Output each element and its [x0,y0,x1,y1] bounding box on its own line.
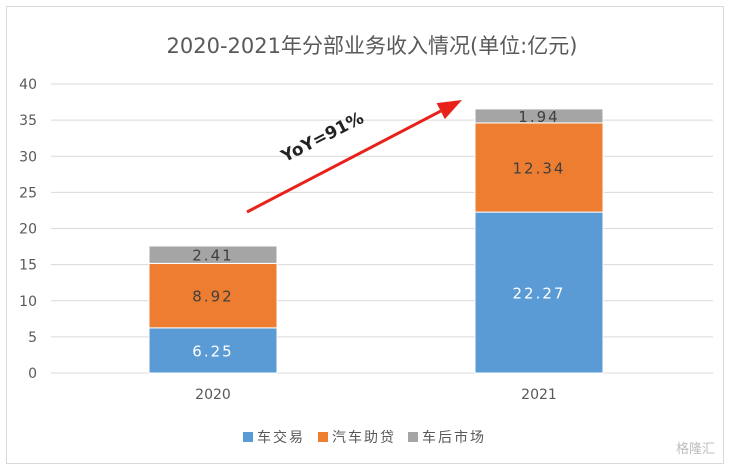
legend-label: 车交易 [257,429,305,446]
legend-swatch [408,432,418,442]
legend-swatch [318,432,328,442]
y-tick-label: 15 [19,258,37,274]
y-tick-label: 5 [28,330,37,346]
y-tick-label: 30 [19,149,37,165]
legend: 车交易 汽车助贷 车后市场 [243,429,486,446]
legend-label: 车后市场 [422,429,486,446]
y-axis-ticks: 0 5 10 15 20 25 30 35 40 [19,77,37,382]
watermark: 格隆汇 [675,442,715,457]
legend-swatch [243,432,253,442]
bar-segment [148,245,278,264]
y-tick-label: 35 [19,113,37,129]
data-label: 6.25 [192,342,233,360]
y-tick-label: 0 [28,366,37,382]
chart-svg: 2020-2021年分部业务收入情况(单位:亿元) 0 5 10 15 20 25 30 35… [19,34,713,446]
chart-frame: 2020-2021年分部业务收入情况(单位:亿元) 0 5 10 15 20 25 30 35… [6,6,724,464]
data-label: 2.41 [192,247,233,265]
y-tick-label: 40 [19,77,37,93]
bar-segment [474,108,604,124]
data-label: 22.27 [513,285,566,303]
yoy-label: YoY=91% [277,108,367,167]
yoy-arrow-shaft [246,109,442,214]
data-label: 12.34 [513,160,566,178]
y-tick-label: 25 [19,185,37,201]
y-tick-label: 20 [19,222,37,238]
bar-segment [148,327,278,374]
x-tick-label: 2020 [195,387,231,403]
yoy-arrow-head [436,100,462,120]
chart-title: 2020-2021年分部业务收入情况(单位:亿元) [167,34,578,58]
x-tick-label: 2021 [521,387,557,403]
bars: 6.25 8.92 2.41 22.27 12.34 1.94 [148,108,604,374]
x-axis-ticks: 2020 2021 [195,387,557,403]
data-label: 1.94 [518,108,559,126]
bar-segment [148,262,278,329]
data-label: 8.92 [192,288,233,306]
y-tick-label: 10 [19,294,37,310]
legend-label: 汽车助贷 [332,429,396,446]
